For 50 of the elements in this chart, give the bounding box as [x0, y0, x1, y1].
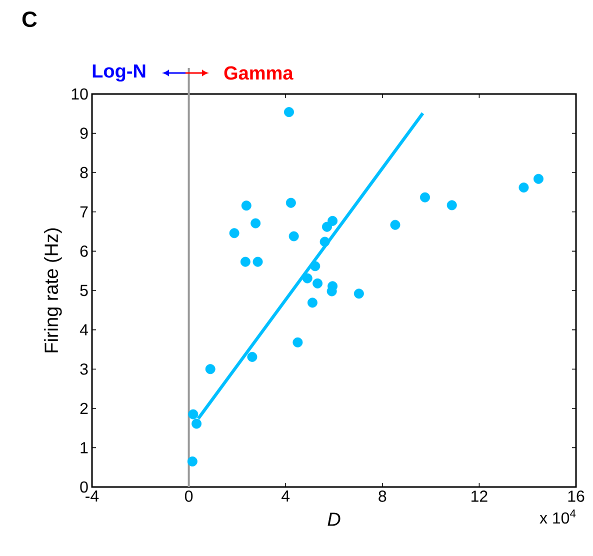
x-tick-label: 8	[378, 490, 386, 502]
x-tick-label: -4	[86, 490, 99, 502]
point	[187, 456, 198, 466]
point	[354, 288, 364, 299]
y-tick-label: 0	[80, 481, 88, 493]
point	[252, 256, 263, 267]
point	[286, 198, 296, 208]
point	[241, 200, 252, 211]
point	[188, 409, 198, 420]
x-tick-label: 4	[282, 490, 290, 502]
x-axis-title: D	[328, 512, 340, 526]
point	[205, 364, 216, 374]
y-tick-label: 4	[80, 324, 88, 336]
point	[247, 352, 258, 362]
y-tick-label: 5	[80, 284, 88, 296]
point	[446, 200, 457, 210]
point	[534, 174, 544, 184]
point	[284, 107, 294, 118]
y-axis-title: Firing rate (Hz)	[44, 228, 62, 352]
point	[240, 256, 250, 267]
chart-title: C	[22, 12, 37, 28]
point	[307, 298, 318, 308]
y-tick-label: 9	[80, 128, 88, 139]
point	[420, 192, 430, 202]
point	[322, 222, 332, 232]
point	[250, 218, 261, 228]
point	[312, 278, 323, 288]
point	[390, 220, 400, 230]
y-tick-label: 7	[80, 206, 88, 218]
point	[192, 418, 202, 429]
point	[229, 228, 240, 238]
y-tick-label: 6	[80, 246, 88, 257]
text: x 10$^{4}$	[540, 510, 576, 524]
y-tick-label: 8	[80, 166, 88, 178]
text: Gamma	[224, 66, 294, 80]
point	[310, 261, 320, 272]
x-tick-label: 0	[184, 490, 193, 502]
point	[320, 236, 330, 247]
y-tick-label: 3	[80, 363, 88, 375]
point	[302, 273, 312, 284]
point	[328, 216, 338, 226]
y-tick-label: 1	[80, 442, 88, 454]
point	[292, 337, 303, 348]
text: Log-N	[92, 64, 146, 82]
y-tick-label: 10	[72, 88, 88, 100]
x-tick-label: 12	[472, 490, 488, 502]
point	[518, 182, 529, 193]
x-tick-label: 16	[568, 490, 584, 502]
point	[288, 231, 299, 242]
y-tick-label: 2	[80, 402, 88, 414]
